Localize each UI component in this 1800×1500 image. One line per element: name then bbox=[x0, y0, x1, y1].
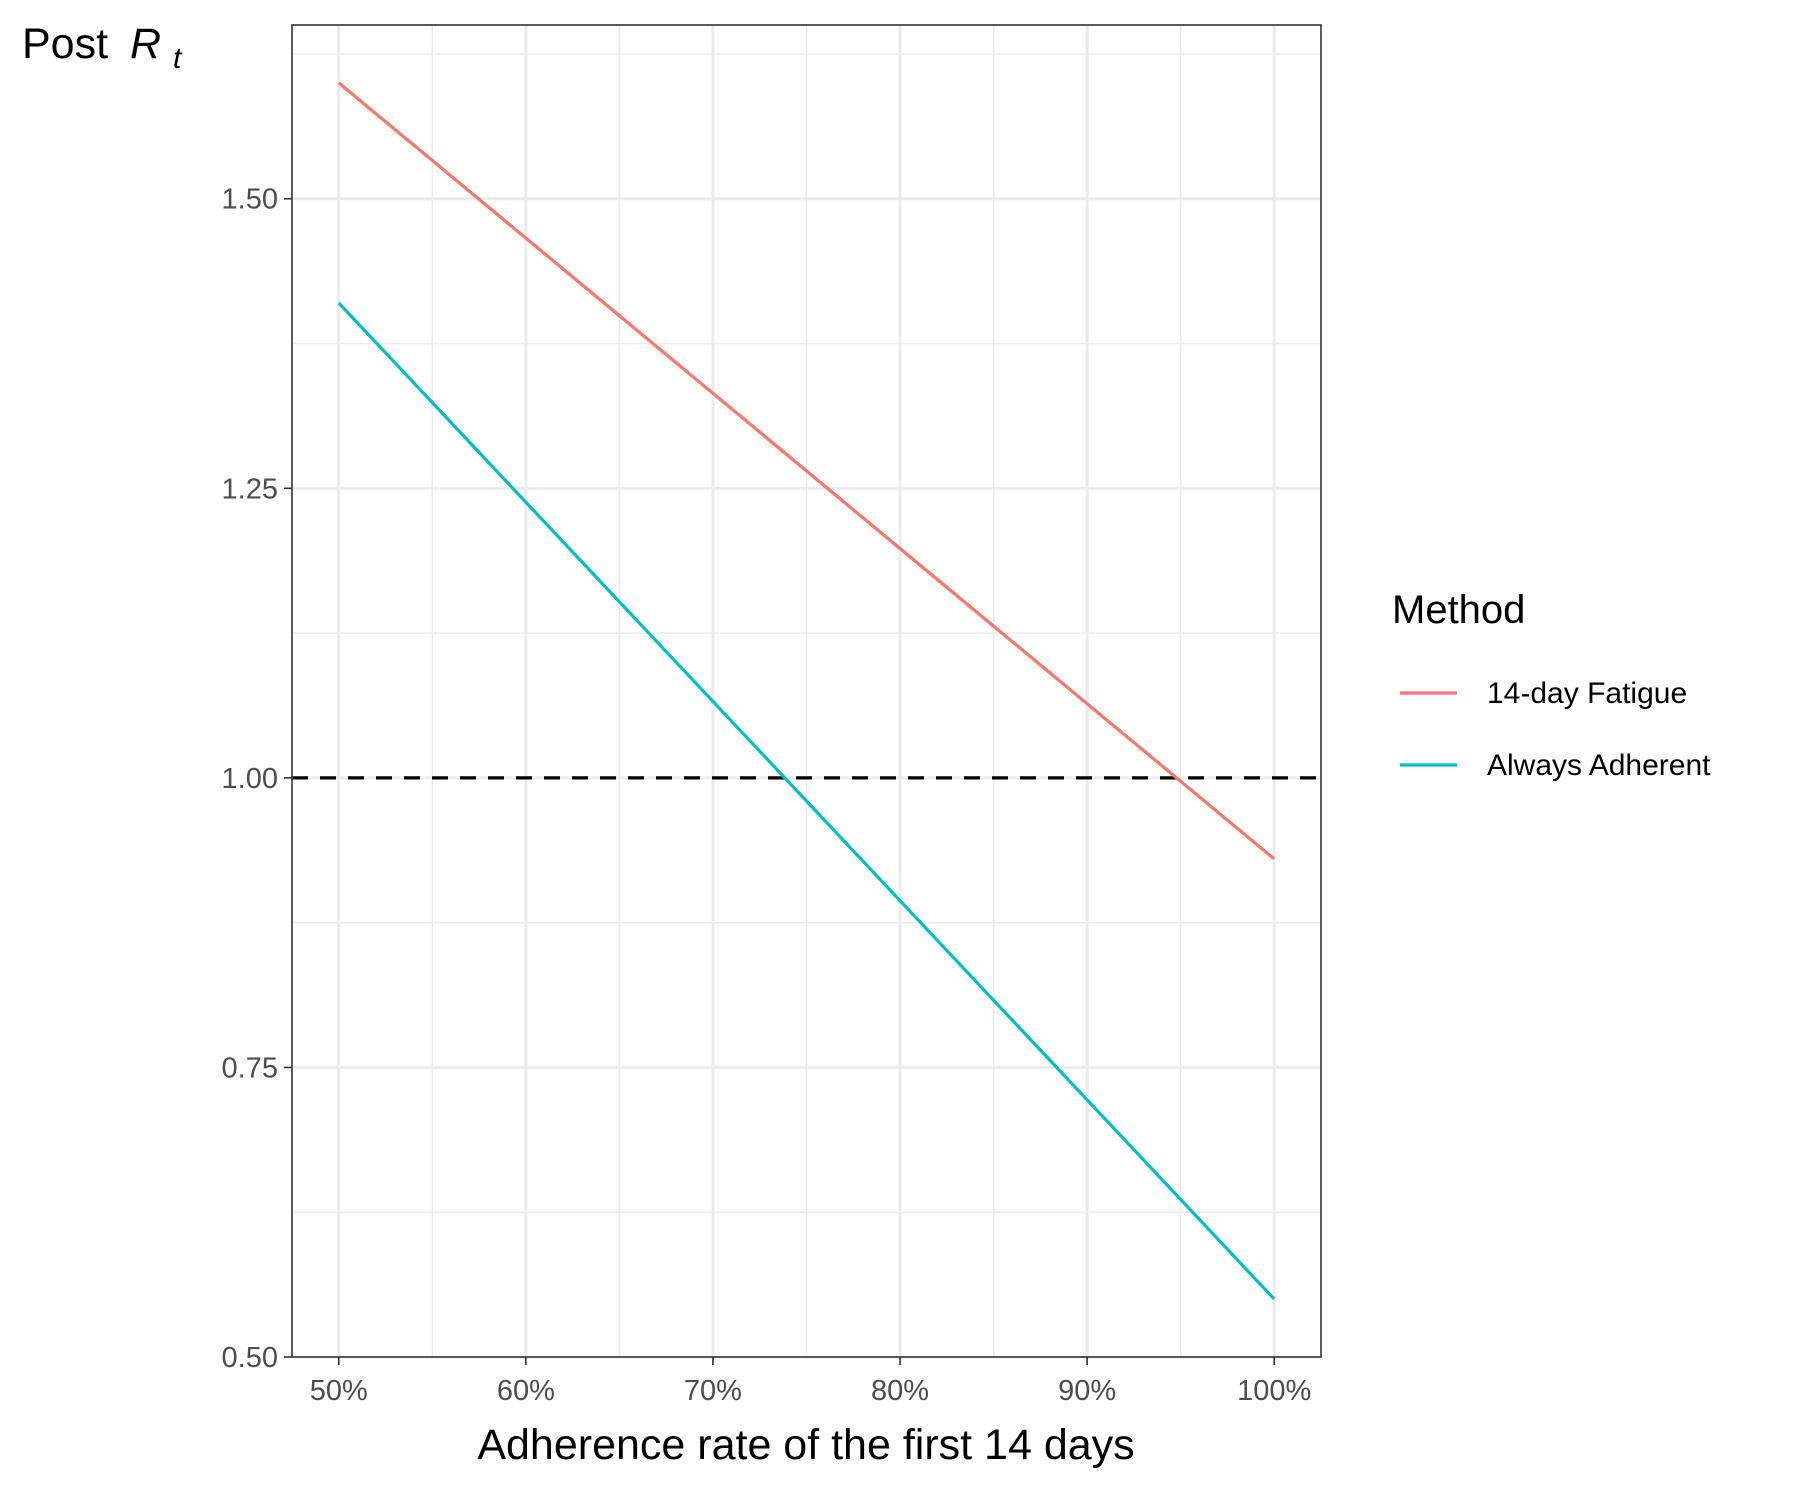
y-axis-title-text: Post bbox=[22, 20, 108, 68]
series-line-0 bbox=[337, 81, 1276, 861]
y-tick-label: 1.00 bbox=[222, 763, 278, 795]
legend-title: Method bbox=[1392, 588, 1525, 632]
y-axis-title-symbol: R bbox=[130, 20, 161, 68]
y-tick-label: 0.75 bbox=[222, 1052, 278, 1084]
x-tick-label: 70% bbox=[684, 1375, 742, 1407]
y-axis-title-subscript: t bbox=[173, 42, 183, 75]
x-tick-label: 100% bbox=[1237, 1375, 1311, 1407]
legend-label-1: Always Adherent bbox=[1487, 749, 1711, 782]
x-axis-title: Adherence rate of the first 14 days bbox=[477, 1421, 1134, 1469]
panel-border bbox=[291, 24, 1322, 1358]
series-line-1 bbox=[337, 301, 1276, 1301]
legend-items: 14-day Fatigue Always Adherent bbox=[1400, 677, 1711, 782]
y-axis-title: Post R t bbox=[22, 20, 183, 75]
legend-label-0: 14-day Fatigue bbox=[1487, 677, 1687, 710]
y-tick-label: 1.25 bbox=[222, 473, 278, 505]
y-tick-label: 1.50 bbox=[222, 184, 278, 216]
x-tick-label: 80% bbox=[871, 1375, 929, 1407]
y-tick-label: 0.50 bbox=[222, 1342, 278, 1374]
x-tick-label: 90% bbox=[1058, 1375, 1116, 1407]
series-lines bbox=[337, 81, 1276, 1301]
minor-gridlines bbox=[292, 25, 1321, 1357]
x-axis: 50% 60% 70% 80% 90% 100% bbox=[310, 1357, 1311, 1407]
y-axis: 0.50 0.75 1.00 1.25 1.50 bbox=[222, 184, 292, 1374]
x-tick-label: 60% bbox=[497, 1375, 555, 1407]
legend: Method 14-day Fatigue Always Adherent bbox=[1392, 588, 1711, 782]
x-tick-label: 50% bbox=[310, 1375, 368, 1407]
